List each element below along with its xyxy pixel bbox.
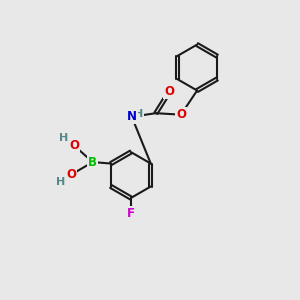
Text: O: O (70, 140, 80, 152)
Text: O: O (67, 168, 76, 181)
Text: H: H (56, 177, 65, 187)
Text: O: O (164, 85, 174, 98)
Text: B: B (88, 156, 97, 169)
Text: O: O (176, 108, 186, 121)
Text: H: H (134, 110, 143, 119)
Text: N: N (127, 110, 137, 123)
Text: F: F (127, 207, 135, 220)
Text: H: H (58, 133, 68, 142)
